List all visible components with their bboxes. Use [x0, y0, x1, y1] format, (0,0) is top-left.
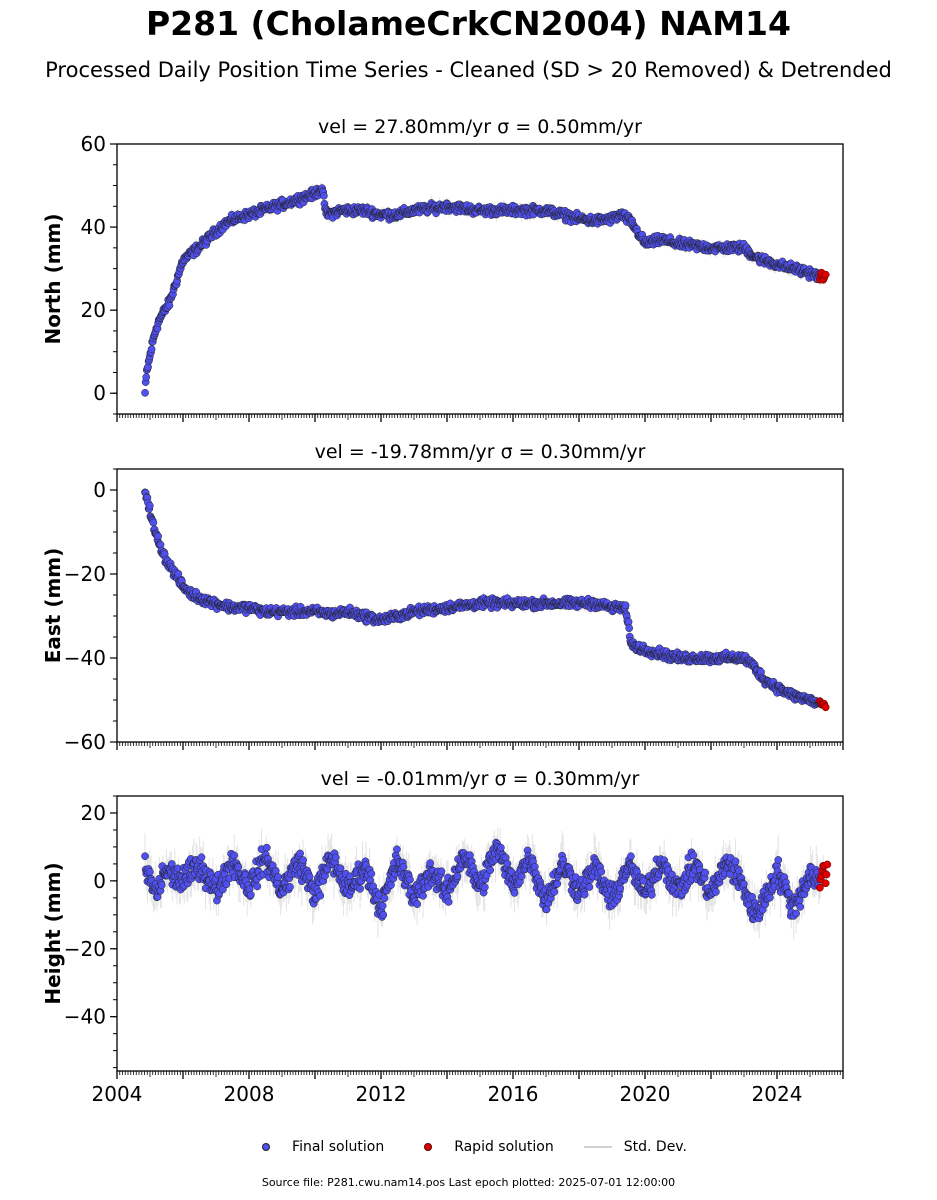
final-point: [262, 843, 271, 852]
panel-north-frame: [116, 143, 844, 415]
final-point: [625, 624, 634, 633]
rapid-point: [821, 703, 830, 712]
final-point: [165, 301, 174, 310]
y-tick-label: −20: [64, 562, 106, 586]
final-point: [141, 388, 149, 397]
final-point: [336, 864, 345, 873]
final-point: [274, 873, 282, 881]
final-point: [145, 868, 154, 876]
final-point: [286, 883, 294, 891]
final-point: [305, 872, 314, 881]
y-tick-label: 0: [93, 381, 106, 405]
page-title: P281 (CholameCrkCN2004) NAM14: [146, 4, 791, 43]
final-point: [331, 853, 340, 862]
panel-height-ylabel: Height (mm): [41, 862, 65, 1004]
final-point: [379, 910, 388, 919]
final-point: [367, 869, 376, 878]
panel-north-title: vel = 27.80mm/yr σ = 0.50mm/yr: [318, 116, 642, 138]
y-tick-label: 20: [81, 298, 106, 322]
final-point: [154, 532, 162, 541]
final-point: [141, 852, 149, 861]
final-point: [149, 518, 158, 527]
final-point: [356, 884, 364, 893]
final-point: [299, 856, 307, 864]
y-tick-label: −40: [64, 646, 106, 670]
final-point: [234, 863, 243, 871]
final-point: [246, 891, 255, 899]
final-point: [380, 894, 389, 903]
final-point: [296, 849, 304, 858]
rapid-point: [821, 270, 830, 279]
y-tick-label: −60: [64, 730, 106, 754]
final-point: [197, 853, 206, 862]
final-point: [621, 601, 630, 610]
final-point: [253, 882, 262, 891]
final-point: [319, 191, 328, 200]
final-point: [624, 617, 633, 626]
final-point: [316, 891, 325, 900]
final-point: [230, 851, 238, 860]
y-tick-label: 60: [81, 132, 106, 156]
y-tick-label: 40: [81, 215, 106, 239]
panel-height-title: vel = -0.01mm/yr σ = 0.30mm/yr: [321, 768, 640, 790]
final-point: [145, 501, 154, 510]
panel-east-ylabel: East (mm): [41, 548, 65, 664]
final-point: [142, 373, 151, 381]
final-point: [378, 901, 387, 910]
y-tick-label: 0: [93, 478, 106, 502]
panel-north-ylabel: North (mm): [41, 213, 65, 344]
panel-east-title: vel = -19.78mm/yr σ = 0.30mm/yr: [315, 441, 646, 463]
page-subtitle: Processed Daily Position Time Series - C…: [45, 58, 892, 82]
final-point: [147, 345, 156, 354]
final-point: [157, 881, 166, 889]
